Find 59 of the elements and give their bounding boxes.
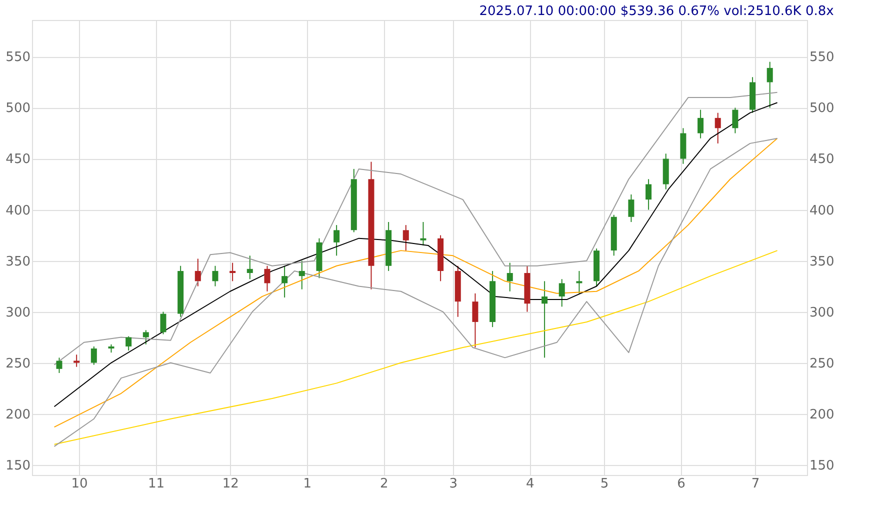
- y-tick-label: 450: [6, 152, 30, 168]
- candlestick: [576, 270, 582, 294]
- y2-tick-label: 350: [810, 254, 834, 270]
- candlestick: [282, 265, 288, 298]
- candlestick: [298, 260, 305, 290]
- candlestick: [420, 221, 426, 246]
- candlestick: [542, 280, 548, 358]
- candlestick: [334, 224, 340, 256]
- y2-tick-label: 400: [810, 203, 834, 218]
- candlestick: [246, 255, 253, 280]
- candlestick: [194, 258, 201, 287]
- candlestick: [212, 265, 218, 287]
- y-tick-label: 350: [6, 254, 30, 270]
- candlestick: [698, 109, 704, 139]
- x-tick-label: 7: [751, 476, 760, 492]
- candlestick: [402, 224, 409, 252]
- x-tick-label: 2: [380, 476, 388, 492]
- candlestick: [472, 292, 478, 348]
- y-tick-label: 200: [6, 407, 30, 422]
- y2-tick-label: 300: [810, 305, 834, 320]
- candlestick: [160, 311, 166, 335]
- y-tick-label: 150: [6, 458, 30, 474]
- y2-tick-label: 250: [810, 356, 834, 372]
- x-tick-label: 11: [148, 476, 165, 492]
- candlestick: [732, 107, 738, 134]
- candlestick: [142, 330, 149, 345]
- chart-title: 2025.07.10 00:00:00 $539.36 0.67% vol:2510.6K 0.8x: [479, 4, 834, 19]
- candlestick: [628, 194, 634, 222]
- y-tick-label: 250: [6, 356, 30, 372]
- candlestick: [558, 278, 565, 308]
- y2-tick-label: 550: [810, 50, 834, 66]
- y-tick-label: 550: [6, 50, 30, 66]
- candlestick: [230, 262, 236, 282]
- line-series: [54, 92, 778, 366]
- line-series: [54, 250, 778, 445]
- candlestick: [126, 336, 132, 352]
- x-tick-label: 4: [526, 476, 534, 492]
- y2-tick-label: 150: [810, 458, 834, 474]
- candlestick: [766, 61, 773, 108]
- x-tick-label: 6: [677, 476, 686, 492]
- candlestick: [74, 354, 80, 368]
- x-tick-label: 12: [222, 476, 239, 492]
- y2-tick-label: 200: [810, 407, 834, 422]
- candlestick: [646, 178, 652, 210]
- line-series: [54, 102, 778, 408]
- candlestick: [506, 262, 513, 292]
- y2-tick-label: 450: [810, 152, 834, 168]
- y-tick-label: 400: [6, 203, 30, 218]
- x-tick-label: 5: [600, 476, 609, 492]
- candlestick: [714, 112, 721, 144]
- y-tick-label: 300: [6, 305, 30, 320]
- x-tick-label: 10: [71, 476, 88, 492]
- y2-tick-label: 500: [810, 101, 834, 116]
- candlestick: [56, 357, 62, 374]
- x-tick-label: 1: [303, 476, 312, 492]
- candlestick: [90, 346, 97, 366]
- candlestick: [264, 265, 270, 292]
- y-tick-label: 500: [6, 101, 30, 116]
- x-tick-label: 3: [449, 476, 458, 492]
